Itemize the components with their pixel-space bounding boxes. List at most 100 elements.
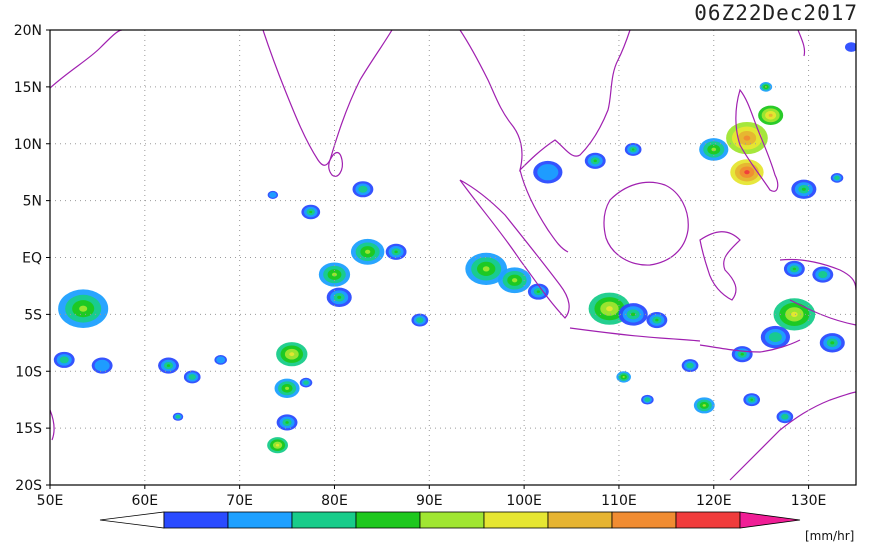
rain-contour xyxy=(285,386,290,390)
rain-contour xyxy=(702,404,706,407)
colorbar-swatch xyxy=(483,511,549,529)
rain-contour xyxy=(768,332,782,343)
rain-contour xyxy=(285,421,289,424)
rain-contour xyxy=(630,312,636,317)
rain-contour xyxy=(79,305,88,312)
rain-cell xyxy=(819,333,845,353)
rain-cell xyxy=(693,397,715,414)
lon-tick-label: 130E xyxy=(791,493,827,509)
coastline-java xyxy=(569,327,701,342)
rain-contour xyxy=(482,266,490,272)
coastline-malay xyxy=(519,169,569,253)
rain-cell xyxy=(318,262,351,287)
lat-tick-label: 15N xyxy=(14,80,42,96)
rain-contour xyxy=(740,352,744,356)
rain-cell xyxy=(158,357,179,374)
rain-cell xyxy=(773,298,816,331)
rain-contour xyxy=(416,317,424,323)
lat-tick-label: 10S xyxy=(15,364,42,380)
rain-layer xyxy=(53,42,856,454)
rain-cell xyxy=(681,359,699,373)
rain-cell xyxy=(760,325,791,349)
rain-cell xyxy=(276,414,298,431)
rain-cell xyxy=(183,370,201,384)
colorbar-swatch xyxy=(163,511,229,529)
lat-tick-label: 15S xyxy=(15,421,42,437)
rain-contour xyxy=(216,356,226,364)
rain-contour xyxy=(511,278,518,283)
rain-contour xyxy=(536,290,541,293)
coastline-taiwan xyxy=(797,30,806,57)
rain-contour xyxy=(331,272,337,277)
rain-contour xyxy=(188,374,196,380)
rain-contour xyxy=(394,250,398,254)
rain-cell xyxy=(758,105,784,125)
rain-contour xyxy=(289,352,295,357)
rain-cell xyxy=(267,437,289,454)
colorbar: 0.10.5123510203040[mm/hr] xyxy=(99,511,854,544)
rain-cell xyxy=(267,190,279,199)
lat-tick-label: 20N xyxy=(14,23,42,39)
coastline-india xyxy=(50,30,393,166)
rain-cell xyxy=(743,393,761,407)
rain-cell xyxy=(91,357,113,374)
lat-tick-label: 5N xyxy=(23,194,42,210)
rain-cell xyxy=(791,179,817,199)
rain-cell xyxy=(618,303,648,326)
rain-contour xyxy=(303,380,309,385)
coastline-australia xyxy=(729,391,856,481)
lat-tick-label: 10N xyxy=(14,137,42,153)
coastline-lesser-sunda xyxy=(699,339,801,353)
rain-cell xyxy=(584,152,606,169)
rain-contour xyxy=(358,185,368,193)
rain-cell xyxy=(533,160,563,184)
rain-cell xyxy=(776,410,794,424)
rain-contour xyxy=(768,113,773,117)
lat-tick-label: 5S xyxy=(24,307,42,323)
lon-tick-label: 110E xyxy=(601,493,637,509)
coastline-madagascar xyxy=(50,409,55,441)
rain-contour xyxy=(275,443,280,447)
coastline-philippines xyxy=(735,88,779,192)
rain-contour xyxy=(744,170,750,175)
rain-cell xyxy=(411,313,429,327)
rain-contour xyxy=(337,295,342,299)
colorbar-swatch xyxy=(611,511,677,529)
rain-contour xyxy=(834,175,840,181)
rain-contour xyxy=(622,376,625,378)
rain-cell xyxy=(53,351,75,368)
rain-cell xyxy=(385,243,407,260)
rain-cell xyxy=(497,267,532,294)
rain-cell xyxy=(301,204,321,220)
rain-cell xyxy=(646,312,668,329)
rain-contour xyxy=(631,148,635,151)
lon-tick-label: 80E xyxy=(321,493,348,509)
rain-cell xyxy=(845,42,856,52)
rain-contour xyxy=(750,398,754,401)
rain-cell xyxy=(624,142,642,156)
rain-contour xyxy=(59,356,69,364)
rain-contour xyxy=(269,192,277,198)
colorbar-swatch xyxy=(419,511,485,529)
rain-cell xyxy=(616,371,631,383)
rain-contour xyxy=(175,414,181,419)
rain-cell xyxy=(783,260,805,277)
map-timestamp-title: 06Z22Dec2017 xyxy=(694,1,858,25)
lon-tick-label: 120E xyxy=(696,493,732,509)
lon-tick-label: 70E xyxy=(226,493,253,509)
rain-cell xyxy=(172,412,184,421)
rain-cell xyxy=(527,283,549,300)
colorbar-swatch xyxy=(355,511,421,529)
rain-cell xyxy=(214,355,227,365)
colorbar-swatch xyxy=(675,511,741,529)
rain-contour xyxy=(94,359,110,372)
rain-cell xyxy=(699,138,729,161)
colorbar-swatch xyxy=(291,511,357,529)
rain-contour xyxy=(166,364,171,367)
rain-cell xyxy=(830,173,844,183)
rain-contour xyxy=(830,341,835,345)
rain-cell xyxy=(812,266,834,283)
rain-cell xyxy=(641,394,654,405)
coastline-sulawesi xyxy=(699,231,741,301)
